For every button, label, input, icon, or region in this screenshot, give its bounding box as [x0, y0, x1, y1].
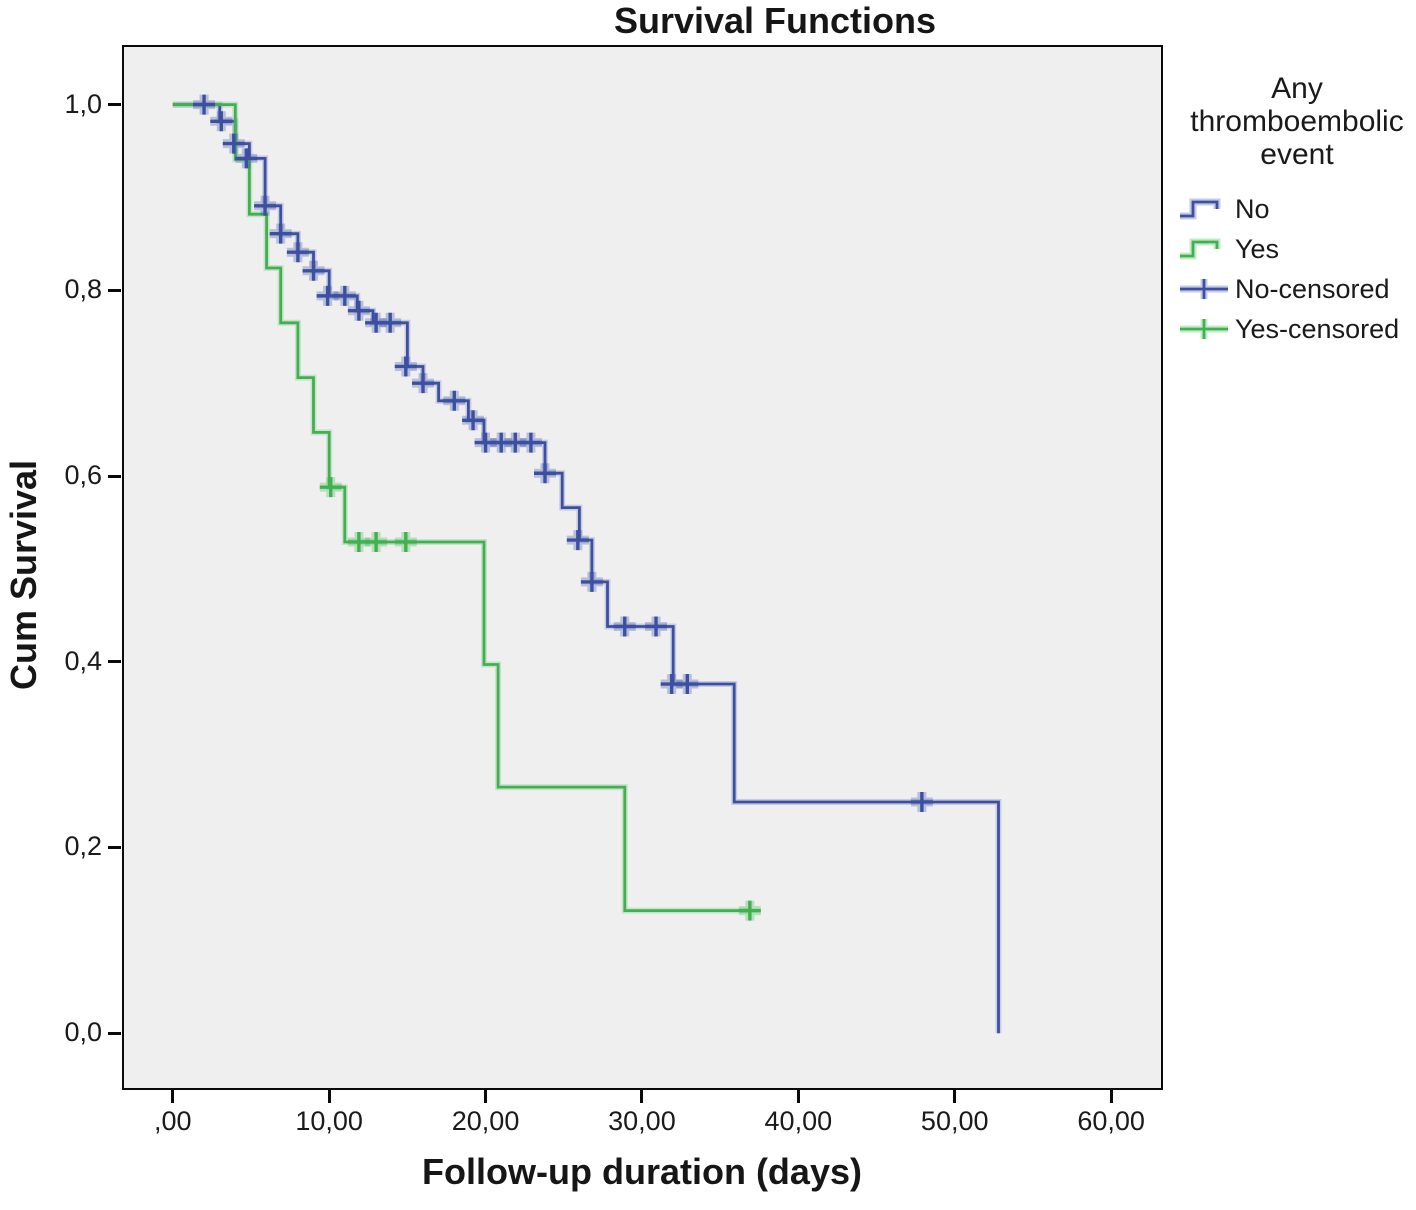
- x-tick-label: 50,00: [920, 1106, 989, 1136]
- censor-mark-no: [394, 356, 417, 377]
- x-tick-label: 60,00: [1077, 1106, 1145, 1136]
- x-tick-label: 10,00: [295, 1106, 363, 1136]
- legend-item-label: No-censored: [1235, 273, 1390, 304]
- censor-mark-no: [210, 111, 233, 132]
- x-tick-mark: [327, 1090, 331, 1103]
- y-tick-mark: [108, 1031, 121, 1035]
- y-tick-label: 0,8: [64, 274, 102, 305]
- y-tick-mark: [108, 660, 121, 664]
- legend-item-no: No: [1178, 193, 1416, 225]
- plus-line-icon: [1180, 319, 1228, 339]
- x-tick-mark: [484, 1090, 488, 1103]
- y-tick-mark: [108, 103, 121, 107]
- y-tick-label: 0,6: [64, 460, 102, 491]
- censor-mark-no: [580, 571, 603, 592]
- x-tick-mark: [953, 1090, 957, 1103]
- x-tick-mark: [640, 1090, 644, 1103]
- censor-mark-yes: [319, 477, 342, 498]
- censor-mark-no: [269, 223, 292, 244]
- censor-mark-no: [613, 616, 636, 637]
- censor-mark-no: [676, 674, 699, 695]
- censor-mark-no: [222, 133, 245, 154]
- censor-mark-no: [645, 616, 668, 637]
- y-tick-label: 0,2: [64, 831, 102, 862]
- step-line-icon: [1180, 198, 1221, 220]
- chart-title: Survival Functions: [613, 0, 937, 41]
- legend-item-yes-censored: Yes-censored: [1178, 313, 1416, 345]
- censor-mark-yes: [365, 531, 388, 552]
- censor-mark-no: [443, 390, 466, 411]
- censor-mark-no: [910, 791, 933, 812]
- survival-curves-svg: [172, 94, 1002, 1034]
- x-axis-title: Follow-up duration (days): [422, 1151, 862, 1192]
- legend-item-label: No: [1235, 193, 1270, 224]
- x-tick-label: 40,00: [764, 1106, 833, 1136]
- censor-mark-no: [566, 530, 589, 551]
- legend-item-no-censored: No-censored: [1178, 273, 1416, 305]
- x-tick-label: ,00: [154, 1106, 192, 1136]
- censor-mark-no: [302, 260, 325, 281]
- y-tick-mark: [108, 845, 121, 849]
- censor-mark-yes: [738, 900, 761, 921]
- x-tick-mark: [171, 1090, 175, 1103]
- plus-line-icon: [1180, 279, 1228, 299]
- y-tick-label: 1,0: [64, 88, 102, 119]
- censor-mark-no: [193, 94, 216, 115]
- y-tick-mark: [108, 474, 121, 478]
- censor-mark-no: [412, 373, 435, 394]
- curve-halo-yes: [172, 101, 750, 914]
- censor-mark-no: [533, 463, 556, 484]
- legend-title: Any thromboembolic event: [1190, 72, 1404, 171]
- y-tick-mark: [108, 288, 121, 292]
- x-tick-label: 30,00: [608, 1106, 676, 1136]
- legend-item-label: Yes-censored: [1235, 313, 1400, 344]
- legend-item-label: Yes: [1235, 233, 1280, 264]
- x-tick-label: 20,00: [451, 1106, 520, 1136]
- censor-mark-no: [333, 285, 356, 306]
- legend-items: No Yes No-censored Yes-censored: [1178, 193, 1416, 345]
- y-tick-label: 0,4: [64, 645, 102, 676]
- censor-mark-no: [254, 195, 277, 216]
- y-tick-label: 0,0: [64, 1017, 102, 1048]
- step-line-icon: [1180, 238, 1221, 260]
- censor-mark-no: [347, 300, 370, 321]
- x-tick-mark: [1109, 1090, 1113, 1103]
- censor-mark-no: [235, 148, 258, 169]
- censor-mark-no: [286, 242, 309, 263]
- curve-yes: [172, 103, 750, 912]
- censor-mark-yes: [394, 531, 417, 552]
- censor-mark-no: [379, 312, 402, 333]
- x-tick-mark: [796, 1090, 800, 1103]
- censor-mark-no: [462, 410, 485, 431]
- censor-mark-no: [519, 432, 542, 453]
- plot-area: [122, 45, 1163, 1090]
- legend-item-yes: Yes: [1178, 233, 1416, 265]
- legend: Any thromboembolic event No Yes No-censore…: [1178, 72, 1416, 353]
